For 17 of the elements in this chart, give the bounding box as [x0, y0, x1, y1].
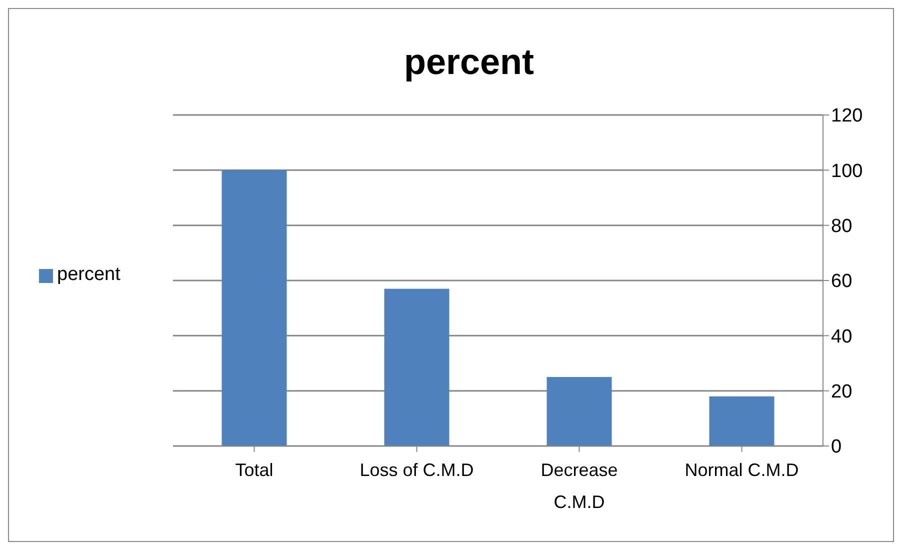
- y-tick-label: 60: [831, 271, 852, 292]
- x-tick-label: Loss of C.M.D: [360, 460, 474, 480]
- legend-label: percent: [57, 264, 120, 285]
- y-tick-label: 120: [831, 106, 863, 127]
- bar: [384, 288, 450, 446]
- y-tick-label: 100: [831, 160, 863, 182]
- x-tick-label: Decrease C.M.D: [540, 460, 618, 512]
- y-tick-label: 80: [831, 216, 852, 238]
- x-tick-label: Total: [235, 460, 274, 480]
- x-tick-label: Normal C.M.D: [684, 460, 799, 480]
- y-tick-label: 0: [831, 436, 842, 458]
- y-tick-label: 20: [831, 382, 852, 403]
- y-tick-label: 40: [831, 326, 852, 348]
- bar: [709, 396, 774, 446]
- chart-title: percent: [402, 41, 536, 83]
- bar: [546, 377, 612, 446]
- bar: [222, 170, 287, 446]
